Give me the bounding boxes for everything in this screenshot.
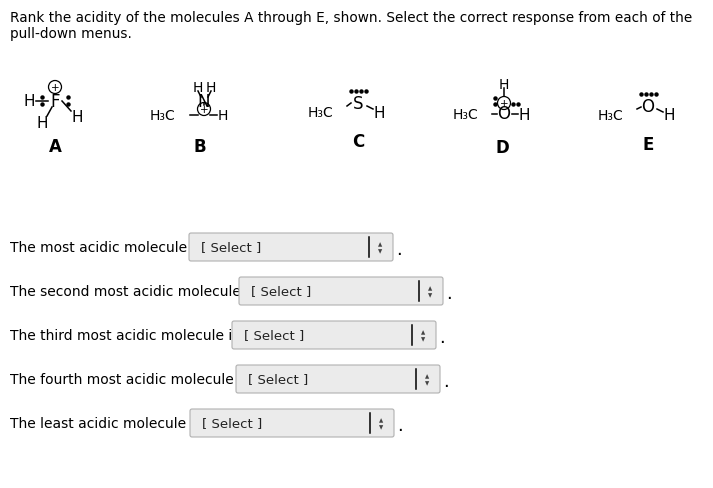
Text: C: C: [352, 133, 364, 151]
Text: .: .: [397, 416, 403, 434]
Text: +: +: [51, 83, 59, 93]
FancyBboxPatch shape: [189, 234, 393, 262]
Text: H₃C: H₃C: [307, 106, 333, 120]
Text: ▼: ▼: [421, 337, 425, 342]
Text: ▲: ▲: [421, 330, 425, 335]
Text: H: H: [217, 109, 228, 123]
Text: H: H: [373, 105, 385, 120]
Text: H: H: [206, 81, 216, 95]
Text: [ Select ]: [ Select ]: [202, 417, 262, 429]
Text: A: A: [48, 138, 61, 156]
Text: .: .: [396, 241, 401, 259]
Text: B: B: [194, 138, 206, 156]
Text: H: H: [36, 115, 48, 130]
FancyBboxPatch shape: [190, 409, 394, 437]
Text: ▼: ▼: [378, 249, 382, 254]
Text: D: D: [495, 139, 509, 157]
Text: H₃C: H₃C: [452, 108, 478, 122]
Text: pull-down menus.: pull-down menus.: [10, 27, 132, 41]
Text: .: .: [439, 328, 445, 346]
Text: +: +: [200, 105, 208, 115]
Text: F: F: [50, 93, 60, 111]
Text: E: E: [642, 136, 654, 154]
Text: [ Select ]: [ Select ]: [251, 285, 312, 298]
Text: H: H: [499, 78, 509, 92]
Text: S: S: [353, 95, 363, 113]
Text: H: H: [71, 110, 83, 125]
Text: N: N: [198, 93, 210, 111]
Text: ▼: ▼: [425, 381, 429, 386]
Text: The second most acidic molecule is: The second most acidic molecule is: [10, 285, 256, 298]
Text: .: .: [443, 372, 448, 390]
Text: [ Select ]: [ Select ]: [201, 241, 261, 254]
Text: H: H: [518, 107, 530, 122]
Text: ▼: ▼: [428, 293, 432, 298]
Text: ▲: ▲: [378, 242, 382, 247]
Text: H: H: [663, 108, 674, 123]
Text: The third most acidic molecule is: The third most acidic molecule is: [10, 328, 240, 342]
Text: O: O: [642, 98, 655, 116]
Text: +: +: [500, 99, 508, 109]
Text: H₃C: H₃C: [149, 109, 175, 123]
Text: H₃C: H₃C: [597, 109, 623, 123]
Text: Rank the acidity of the molecules A through E, shown. Select the correct respons: Rank the acidity of the molecules A thro…: [10, 11, 692, 25]
FancyBboxPatch shape: [236, 365, 440, 393]
Text: .: .: [446, 285, 452, 303]
Text: [ Select ]: [ Select ]: [248, 373, 308, 386]
Text: The most acidic molecule is: The most acidic molecule is: [10, 241, 202, 254]
Text: ▲: ▲: [428, 286, 432, 291]
FancyBboxPatch shape: [232, 321, 436, 349]
Text: [ Select ]: [ Select ]: [244, 329, 304, 342]
Text: O: O: [498, 105, 511, 123]
Text: H: H: [193, 81, 203, 95]
Text: The fourth most acidic molecule is: The fourth most acidic molecule is: [10, 372, 249, 386]
FancyBboxPatch shape: [239, 278, 443, 305]
Text: The least acidic molecule is: The least acidic molecule is: [10, 416, 202, 430]
Text: ▲: ▲: [379, 418, 383, 423]
Text: H: H: [24, 94, 35, 109]
Text: ▲: ▲: [425, 374, 429, 379]
Text: ▼: ▼: [379, 425, 383, 429]
